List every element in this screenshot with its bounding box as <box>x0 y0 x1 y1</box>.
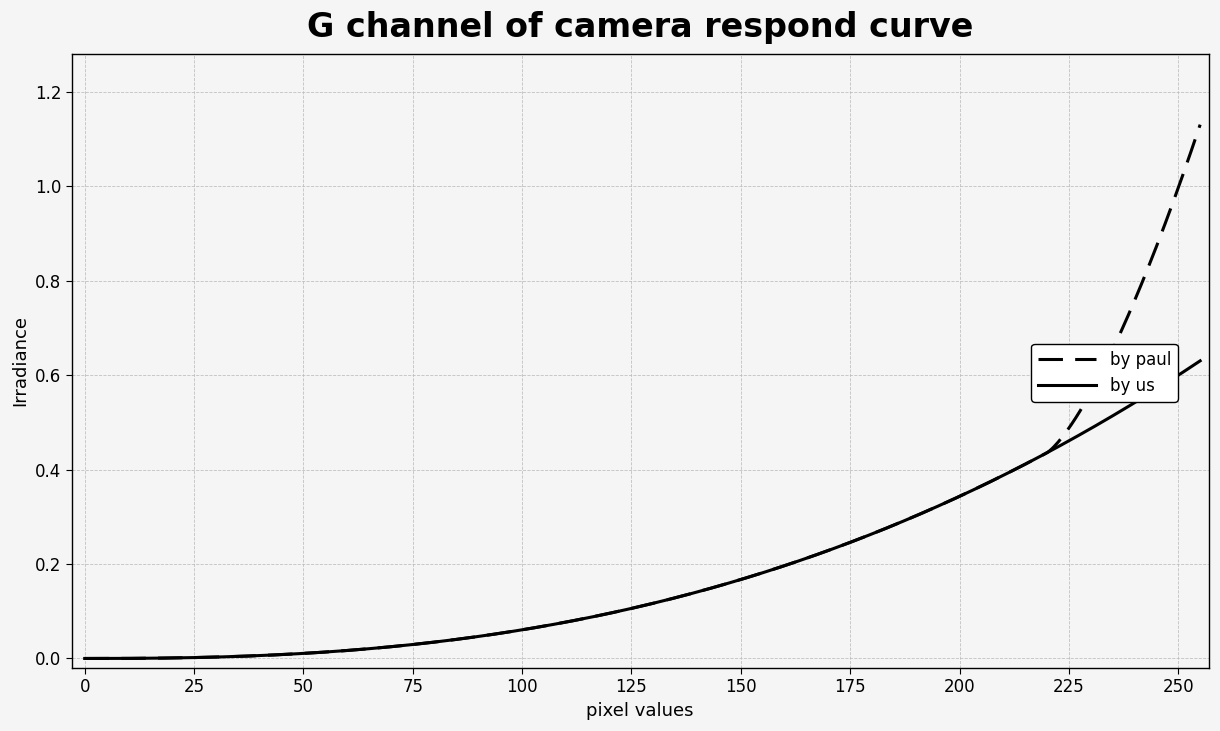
by paul <box>77 654 92 663</box>
by us <box>569 616 583 624</box>
by paul <box>1072 406 1087 415</box>
Y-axis label: Irradiance: Irradiance <box>11 315 29 406</box>
by us <box>99 654 113 663</box>
by us <box>1072 431 1087 439</box>
by us <box>989 474 1004 482</box>
by paul <box>1193 121 1208 129</box>
Line: by paul: by paul <box>84 125 1200 659</box>
by us <box>237 652 251 661</box>
by us <box>77 654 92 663</box>
Line: by us: by us <box>84 361 1200 659</box>
by paul <box>449 635 464 644</box>
by us <box>449 635 464 644</box>
by paul <box>989 474 1004 482</box>
X-axis label: pixel values: pixel values <box>587 702 694 720</box>
by paul <box>569 616 583 624</box>
Legend: by paul, by us: by paul, by us <box>1031 344 1177 401</box>
Title: G channel of camera respond curve: G channel of camera respond curve <box>307 11 974 44</box>
by us <box>1193 357 1208 366</box>
by paul <box>237 652 251 661</box>
by paul <box>99 654 113 663</box>
